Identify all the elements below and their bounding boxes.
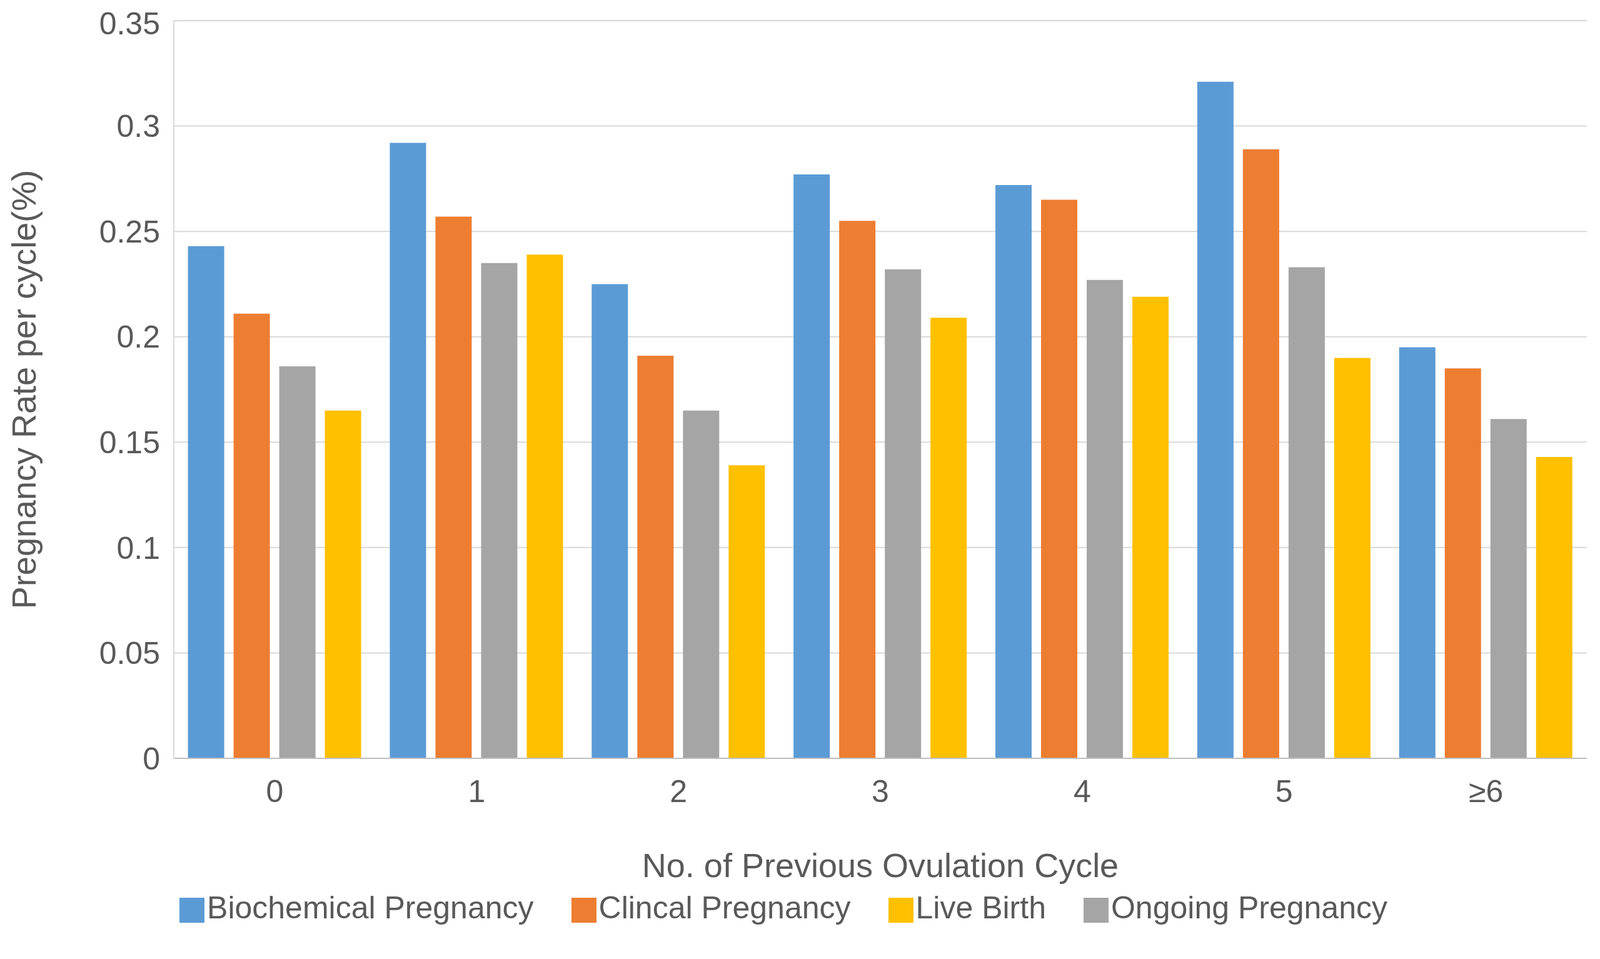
html-text:Live Birth: Live Birth <box>915 890 1047 926</box>
svg-text:2: 2 <box>669 774 688 810</box>
svg-text:≥6: ≥6 <box>1468 774 1504 810</box>
html-text:Ongoing Pregnancy: Ongoing Pregnancy <box>1111 890 1388 926</box>
html-text:Clincal Pregnancy: Clincal Pregnancy <box>598 890 851 926</box>
svg-text:5: 5 <box>1275 774 1294 810</box>
svg-text:0.35: 0.35 <box>99 6 161 42</box>
svg-text:Pregnancy Rate per cycle(%): Pregnancy Rate per cycle(%) <box>5 170 43 609</box>
svg-text:0.1: 0.1 <box>116 530 161 566</box>
html-text:Biochemical Pregnancy: Biochemical Pregnancy <box>206 890 534 926</box>
svg-text:0.25: 0.25 <box>99 214 161 250</box>
svg-text:0.15: 0.15 <box>99 425 161 461</box>
svg-text:0: 0 <box>142 741 161 777</box>
svg-text:No. of Previous Ovulation Cycl: No. of Previous Ovulation Cycle <box>642 846 1119 885</box>
svg-text:3: 3 <box>871 774 890 810</box>
svg-text:0.05: 0.05 <box>99 635 161 671</box>
svg-text:0: 0 <box>266 774 284 810</box>
svg-text:0.2: 0.2 <box>116 319 161 355</box>
svg-text:4: 4 <box>1073 774 1092 810</box>
svg-text:0.3: 0.3 <box>116 108 161 144</box>
svg-text:1: 1 <box>467 774 486 810</box>
